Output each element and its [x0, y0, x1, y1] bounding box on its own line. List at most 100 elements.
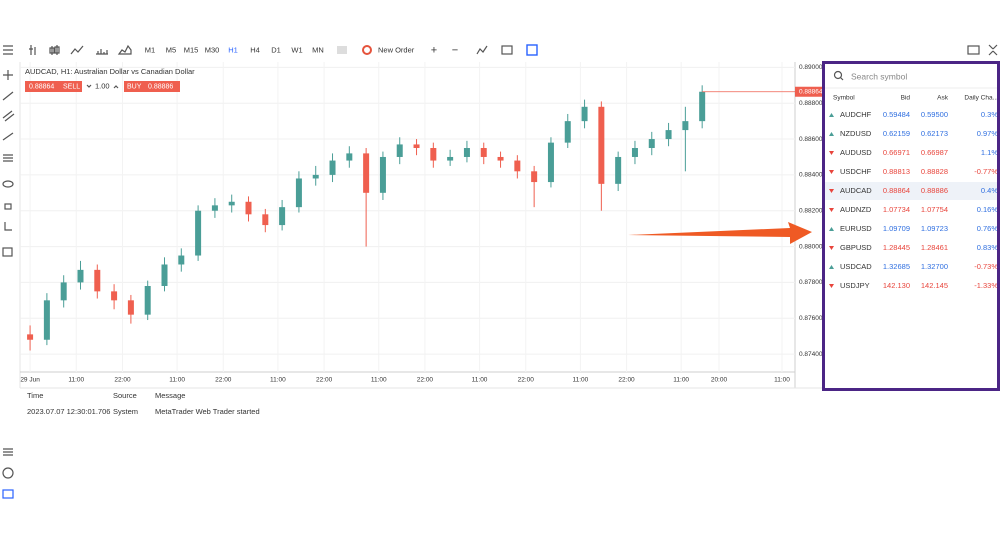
buy-button[interactable]	[124, 81, 180, 92]
chart: 0.87400 0.87600 0.87800 0.88000 0.88200 0.884…	[20, 62, 823, 384]
ask: 142.145	[921, 281, 948, 290]
candle-chart-button[interactable]	[49, 45, 60, 55]
visibility-tool[interactable]	[2, 180, 14, 188]
column-header[interactable]: Bid	[901, 95, 911, 102]
column-header[interactable]: Ask	[937, 95, 949, 102]
symbol[interactable]: AUDCAD	[840, 186, 872, 195]
bid: 0.88864	[883, 186, 910, 195]
zoom-in-button[interactable]: +	[431, 44, 437, 56]
x-tick-label: 22:00	[114, 377, 131, 384]
volume-button[interactable]	[96, 49, 108, 55]
x-tick-label: 11:00	[371, 377, 387, 384]
tree-tool[interactable]	[4, 222, 12, 231]
daily-change: 0.3%	[981, 110, 998, 119]
symbol[interactable]: AUDCHF	[840, 110, 872, 119]
y-tick-label: 0.87400	[799, 351, 823, 358]
calendar-button[interactable]	[501, 45, 513, 55]
y-tick-label: 0.88200	[799, 207, 823, 214]
candle-body	[379, 156, 386, 193]
depth-button[interactable]	[526, 44, 538, 56]
timeframe-button[interactable]: M5	[166, 45, 176, 54]
y-tick-label: 0.87800	[799, 279, 823, 286]
symbol[interactable]: USDJPY	[840, 281, 870, 290]
volume-down[interactable]	[86, 84, 92, 88]
daily-change: -0.77%	[974, 167, 998, 176]
timeframe-button[interactable]: W1	[291, 45, 302, 54]
ask: 0.66987	[921, 148, 948, 157]
timeframe-button[interactable]: MN	[312, 45, 324, 54]
volume-input[interactable]: 1.00	[95, 81, 110, 90]
journal-header: Time	[27, 391, 43, 400]
line-chart-button[interactable]	[70, 45, 84, 55]
lock-tool[interactable]	[4, 203, 12, 210]
x-tick-label: 11:00	[270, 377, 286, 384]
timeframe-button[interactable]: M30	[205, 45, 220, 54]
direction-arrow	[829, 246, 834, 250]
last-price-label: 0.88864	[799, 88, 823, 95]
pitchfork-tool[interactable]	[2, 132, 14, 141]
indicators-button[interactable]	[476, 45, 488, 55]
candle-body	[279, 207, 286, 226]
symbol[interactable]: USDCAD	[840, 262, 872, 271]
symbol[interactable]: AUDUSD	[840, 148, 872, 157]
ask: 0.88828	[921, 167, 948, 176]
candle-body	[111, 291, 118, 301]
direction-arrow	[829, 113, 834, 117]
column-header[interactable]: Symbol	[833, 95, 855, 102]
top-toolbar: New Order + − M1 M5 M15 M30 H1 H4 D1 W1 MN	[3, 44, 998, 56]
bid: 0.66971	[883, 148, 910, 157]
sell-price[interactable]: 0.88864	[29, 83, 54, 90]
selected-row	[825, 182, 997, 200]
indicator-button[interactable]	[117, 44, 132, 55]
direction-arrow	[829, 170, 834, 174]
history-button[interactable]	[2, 467, 14, 479]
timeframe-button[interactable]: M15	[184, 45, 199, 54]
bar-chart-button[interactable]	[29, 45, 36, 55]
layers-tool[interactable]	[2, 247, 13, 257]
sell-label[interactable]: SELL	[63, 83, 80, 90]
crosshair-tool[interactable]	[3, 70, 13, 80]
bid: 1.32685	[883, 262, 910, 271]
symbol[interactable]: USDCHF	[840, 167, 872, 176]
symbol[interactable]: NZDUSD	[840, 129, 872, 138]
list-button[interactable]	[3, 448, 13, 456]
chart-title: AUDCAD, H1: Australian Dollar vs Canadia…	[25, 67, 195, 76]
buy-label[interactable]: BUY	[127, 83, 142, 90]
candle-body	[245, 201, 252, 215]
x-tick-label: 11:00	[673, 377, 689, 384]
fibonacci-tool[interactable]	[3, 154, 13, 162]
direction-arrow	[829, 132, 834, 136]
journal-button[interactable]	[2, 489, 14, 499]
candle-body	[127, 300, 134, 315]
menu-button[interactable]	[3, 45, 13, 55]
trendline-tool[interactable]	[2, 91, 14, 101]
direction-arrow	[829, 227, 834, 231]
y-tick-label: 0.89000	[799, 64, 823, 71]
fullscreen-button[interactable]	[988, 44, 998, 56]
candle-body	[463, 148, 470, 157]
candle-body	[531, 171, 538, 183]
sell-button[interactable]	[25, 81, 82, 92]
symbol[interactable]: AUDNZD	[840, 205, 872, 214]
timeframe-button[interactable]: H1	[228, 45, 238, 54]
candle-body	[682, 121, 689, 131]
journal-cell: 2023.07.07 12:30:01.706	[27, 407, 110, 416]
color-button[interactable]	[337, 46, 347, 54]
channel-tool[interactable]	[2, 110, 15, 122]
zoom-out-button[interactable]: −	[452, 44, 458, 56]
timeframe-button[interactable]: H4	[250, 45, 260, 54]
timeframe-button[interactable]: D1	[271, 45, 281, 54]
buy-price[interactable]: 0.88886	[148, 83, 173, 90]
candle-body	[480, 148, 487, 157]
candle-body	[312, 174, 319, 179]
screenshot-button[interactable]	[967, 45, 980, 55]
search-input[interactable]: Search symbol	[851, 71, 907, 81]
volume-up[interactable]	[113, 85, 119, 89]
column-header[interactable]: Daily Cha...	[964, 95, 998, 102]
timeframe-button[interactable]: M1	[145, 45, 155, 54]
bid: 0.88813	[883, 167, 910, 176]
new-order-button[interactable]: New Order	[378, 45, 415, 54]
symbol[interactable]: GBPUSD	[840, 243, 872, 252]
symbol[interactable]: EURUSD	[840, 224, 872, 233]
